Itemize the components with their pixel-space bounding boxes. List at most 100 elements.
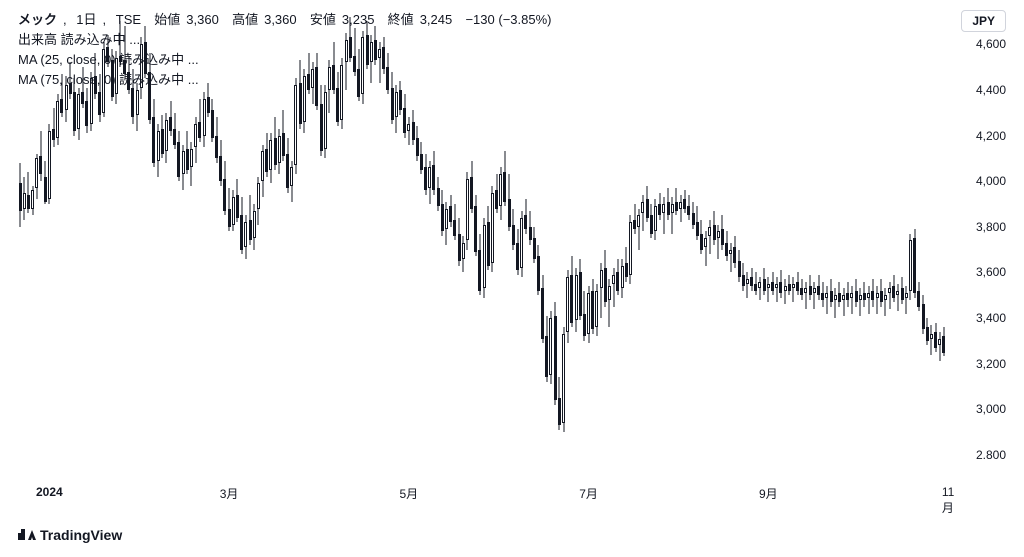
y-tick-label: 3,200 — [976, 357, 1006, 371]
candle — [746, 10, 749, 455]
low-value: 3,235 — [342, 12, 375, 27]
candle — [809, 10, 812, 455]
change-value: −130 (−3.85%) — [465, 12, 551, 27]
candle — [591, 10, 594, 455]
candle — [595, 10, 598, 455]
exchange: TSE — [116, 12, 141, 27]
y-tick-label: 3,000 — [976, 402, 1006, 416]
candle — [608, 10, 611, 455]
candle — [930, 10, 933, 455]
high-value: 3,360 — [264, 12, 297, 27]
candle — [641, 10, 644, 455]
candle — [738, 10, 741, 455]
symbol-name[interactable]: メック — [18, 12, 57, 27]
candle — [583, 10, 586, 455]
x-tick-label: 3月 — [220, 485, 239, 502]
candle — [616, 10, 619, 455]
y-tick-label: 3,400 — [976, 311, 1006, 325]
candle — [913, 10, 916, 455]
candle — [729, 10, 732, 455]
y-tick-label: 3,800 — [976, 220, 1006, 234]
candle — [909, 10, 912, 455]
candle — [896, 10, 899, 455]
candle — [763, 10, 766, 455]
candle — [579, 10, 582, 455]
candle — [721, 10, 724, 455]
candle — [575, 10, 578, 455]
candle — [867, 10, 870, 455]
candle — [713, 10, 716, 455]
x-tick-label: 9月 — [759, 485, 778, 502]
candle — [813, 10, 816, 455]
candle — [775, 10, 778, 455]
candle — [888, 10, 891, 455]
candle — [800, 10, 803, 455]
chart-container: メック, 1日, TSE 始値3,360 高値3,360 安値3,235 終値3… — [0, 0, 1024, 557]
candle — [784, 10, 787, 455]
candle — [637, 10, 640, 455]
candle — [700, 10, 703, 455]
candle — [629, 10, 632, 455]
candle — [892, 10, 895, 455]
candle — [621, 10, 624, 455]
candle — [733, 10, 736, 455]
close-value: 3,245 — [420, 12, 453, 27]
open-value: 3,360 — [186, 12, 219, 27]
x-tick-label: 11月 — [942, 485, 954, 516]
ma1-line: MA (25, close, 0) 読み込み中 ... — [18, 50, 557, 70]
brand-text: TradingView — [40, 527, 122, 543]
candle — [934, 10, 937, 455]
close-label: 終値 — [388, 12, 414, 27]
candle — [742, 10, 745, 455]
candle — [600, 10, 603, 455]
x-tick-label: 7月 — [579, 485, 598, 502]
candle — [658, 10, 661, 455]
open-label: 始値 — [154, 12, 180, 27]
candle — [863, 10, 866, 455]
y-tick-label: 4,600 — [976, 37, 1006, 51]
tradingview-brand[interactable]: TradingView — [18, 527, 122, 543]
candle — [901, 10, 904, 455]
candle — [696, 10, 699, 455]
candle — [654, 10, 657, 455]
candle — [779, 10, 782, 455]
candle — [662, 10, 665, 455]
candle — [859, 10, 862, 455]
candle — [754, 10, 757, 455]
candle — [830, 10, 833, 455]
candle — [838, 10, 841, 455]
volume-line: 出来高 読み込み中 ... — [18, 30, 557, 50]
y-axis: 4,6004,4004,2004,0003,8003,6003,4003,200… — [946, 10, 1006, 480]
x-tick-label: 2024 — [36, 485, 63, 499]
candle — [570, 10, 573, 455]
high-label: 高値 — [232, 12, 258, 27]
y-tick-label: 4,000 — [976, 174, 1006, 188]
candle — [821, 10, 824, 455]
interval: 1日 — [76, 12, 96, 27]
candle — [926, 10, 929, 455]
candle — [671, 10, 674, 455]
y-tick-label: 4,400 — [976, 83, 1006, 97]
candle — [905, 10, 908, 455]
candle — [917, 10, 920, 455]
candle — [922, 10, 925, 455]
candle — [804, 10, 807, 455]
candle — [675, 10, 678, 455]
candle — [625, 10, 628, 455]
candle — [717, 10, 720, 455]
candle — [884, 10, 887, 455]
ma2-line: MA (75, close, 0) 読み込み中 ... — [18, 70, 557, 90]
candle — [758, 10, 761, 455]
candle — [767, 10, 770, 455]
candle — [683, 10, 686, 455]
candle — [880, 10, 883, 455]
chart-header: メック, 1日, TSE 始値3,360 高値3,360 安値3,235 終値3… — [18, 10, 557, 91]
candle — [646, 10, 649, 455]
candle — [587, 10, 590, 455]
candle — [938, 10, 941, 455]
candle — [667, 10, 670, 455]
candle — [850, 10, 853, 455]
x-axis: 20243月5月7月9月11月 — [18, 485, 946, 505]
tradingview-logo-icon — [18, 529, 36, 541]
candle — [788, 10, 791, 455]
